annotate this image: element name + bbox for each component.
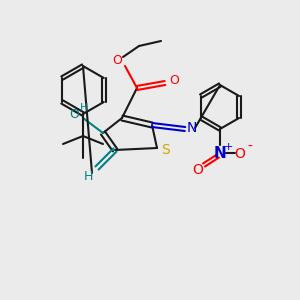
Text: O: O (235, 147, 245, 161)
Text: N: N (187, 121, 197, 135)
Text: S: S (160, 143, 169, 157)
Text: N: N (214, 146, 226, 161)
Text: O: O (193, 163, 203, 177)
Text: O: O (169, 74, 179, 88)
Text: O: O (69, 109, 79, 122)
Text: H: H (83, 170, 93, 184)
Text: +: + (223, 142, 233, 152)
Text: -: - (248, 140, 252, 154)
Text: H: H (80, 103, 88, 113)
Text: O: O (112, 55, 122, 68)
